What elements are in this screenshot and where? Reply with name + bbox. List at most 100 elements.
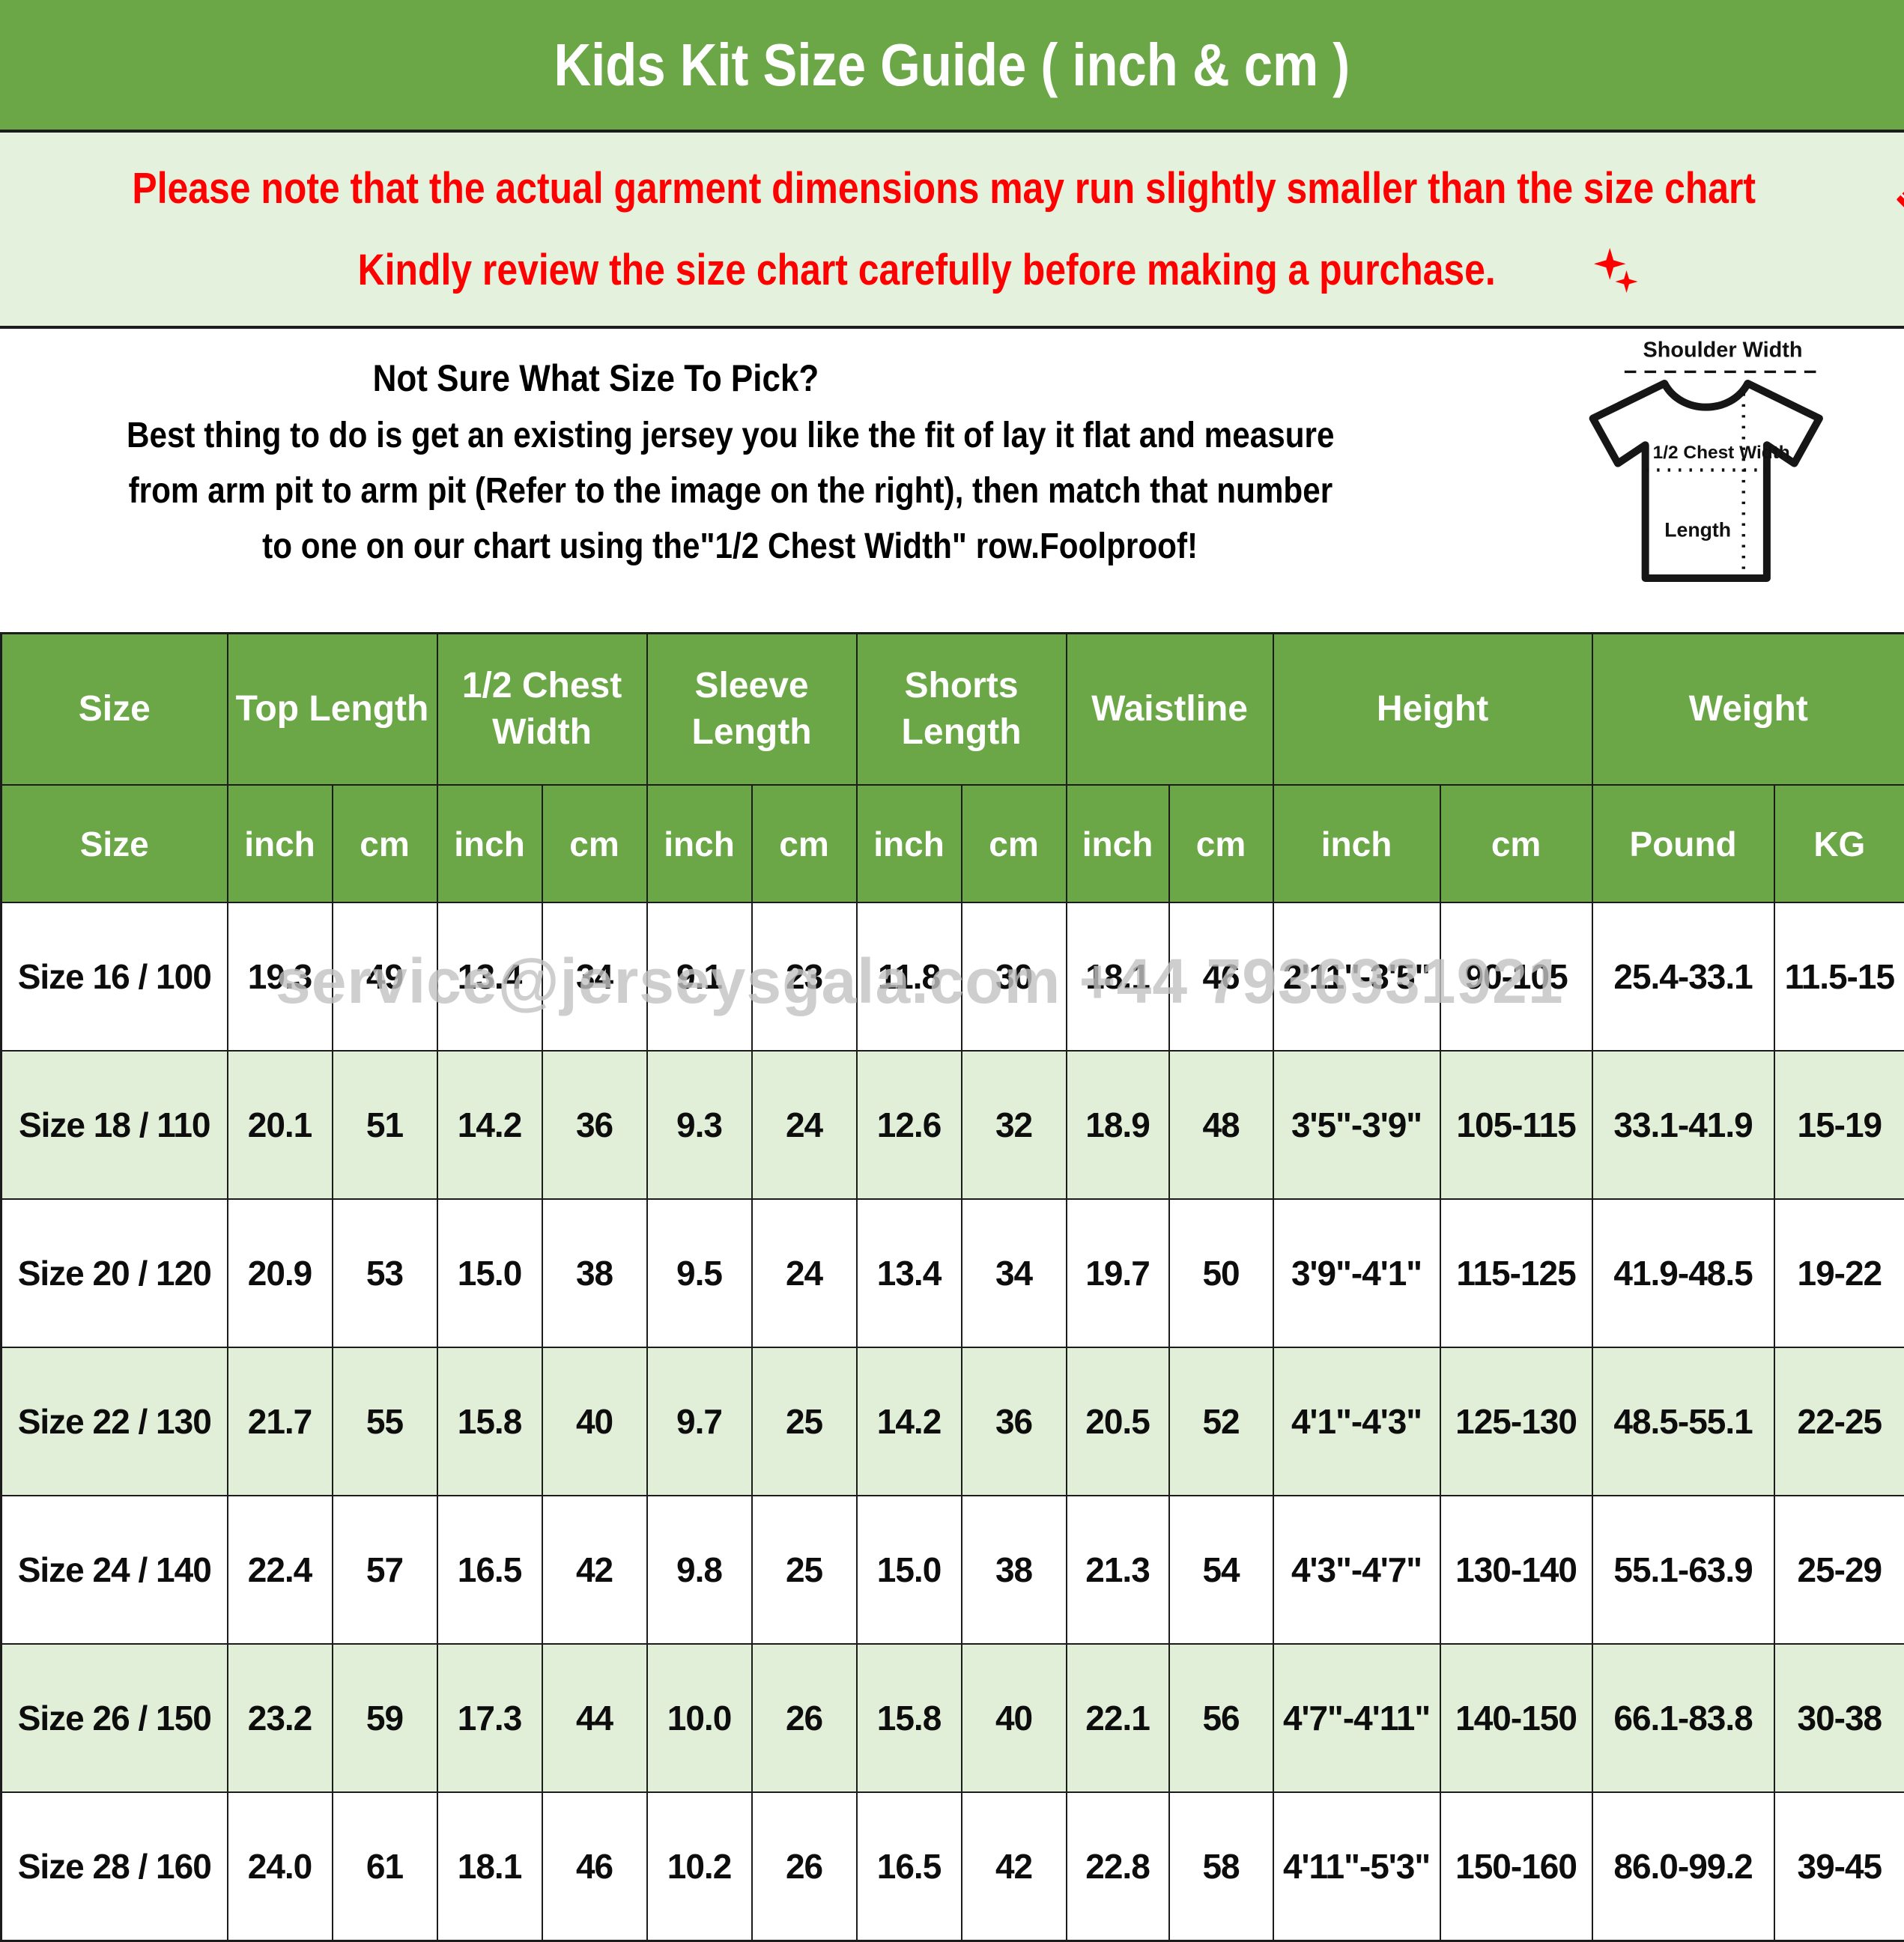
length-label: Length (1664, 518, 1731, 541)
table-cell: 19.7 (1067, 1199, 1169, 1347)
size-label-cell: Size 20 / 120 (1, 1199, 228, 1347)
header-unit-2-cm: cm (333, 785, 437, 902)
table-cell: 22.1 (1067, 1644, 1169, 1792)
table-cell: 16.5 (857, 1792, 962, 1941)
title-bar: Kids Kit Size Guide ( inch & cm ) (0, 0, 1904, 133)
table-cell: 4'11"-5'3" (1273, 1792, 1440, 1941)
shoulder-width-label: Shoulder Width (1643, 338, 1802, 362)
table-cell: 30 (962, 902, 1067, 1051)
table-cell: 11.8 (857, 902, 962, 1051)
table-cell: 34 (962, 1199, 1067, 1347)
table-cell: 41.9-48.5 (1592, 1199, 1774, 1347)
table-cell: 13.4 (437, 902, 542, 1051)
header-unit-0-size: Size (1, 785, 228, 902)
table-cell: 25.4-33.1 (1592, 902, 1774, 1051)
table-cell: 25-29 (1774, 1496, 1904, 1644)
table-cell: 46 (542, 1792, 647, 1941)
table-cell: 23.2 (228, 1644, 333, 1792)
table-cell: 42 (962, 1792, 1067, 1941)
table-cell: 66.1-83.8 (1592, 1644, 1774, 1792)
table-cell: 2'11"-3'5" (1273, 902, 1440, 1051)
header-unit-9-inch: inch (1067, 785, 1169, 902)
notice-banner: Please note that the actual garment dime… (0, 133, 1904, 329)
tshirt-measure-diagram: Shoulder Width 1/2 Chest Width Length (1573, 335, 1873, 627)
header-unit-5-inch: inch (647, 785, 752, 902)
table-cell: 44 (542, 1644, 647, 1792)
header-group-1-2-chest-width: 1/2 Chest Width (437, 634, 647, 786)
ruler-icon (1892, 166, 1904, 212)
table-cell: 125-130 (1440, 1347, 1592, 1496)
page-title: Kids Kit Size Guide ( inch & cm ) (554, 31, 1350, 100)
table-cell: 9.7 (647, 1347, 752, 1496)
table-cell: 105-115 (1440, 1051, 1592, 1199)
header-unit-3-inch: inch (437, 785, 542, 902)
size-label-cell: Size 24 / 140 (1, 1496, 228, 1644)
table-cell: 23 (752, 902, 857, 1051)
table-cell: 42 (542, 1496, 647, 1644)
table-cell: 38 (962, 1496, 1067, 1644)
table-cell: 25 (752, 1347, 857, 1496)
table-cell: 3'5"-3'9" (1273, 1051, 1440, 1199)
table-cell: 55.1-63.9 (1592, 1496, 1774, 1644)
table-cell: 86.0-99.2 (1592, 1792, 1774, 1941)
table-cell: 15.8 (437, 1347, 542, 1496)
table-cell: 115-125 (1440, 1199, 1592, 1347)
table-cell: 4'3"-4'7" (1273, 1496, 1440, 1644)
header-group-sleeve-length: Sleeve Length (647, 634, 857, 786)
header-group-height: Height (1273, 634, 1592, 786)
header-group-size: Size (1, 634, 228, 786)
header-group-top-length: Top Length (228, 634, 437, 786)
header-unit-12-cm: cm (1440, 785, 1592, 902)
table-cell: 51 (333, 1051, 437, 1199)
sizing-help-heading: Not Sure What Size To Pick? (372, 350, 819, 408)
notice-text-2: Kindly review the size chart carefully b… (357, 245, 1495, 295)
table-cell: 12.6 (857, 1051, 962, 1199)
size-label-cell: Size 22 / 130 (1, 1347, 228, 1496)
table-cell: 19-22 (1774, 1199, 1904, 1347)
table-cell: 9.8 (647, 1496, 752, 1644)
table-cell: 26 (752, 1644, 857, 1792)
table-cell: 36 (542, 1051, 647, 1199)
notice-text-1: Please note that the actual garment dime… (132, 163, 1756, 213)
table-cell: 4'7"-4'11" (1273, 1644, 1440, 1792)
table-cell: 61 (333, 1792, 437, 1941)
table-cell: 50 (1169, 1199, 1273, 1347)
chest-width-label: 1/2 Chest Width (1653, 443, 1790, 463)
table-cell: 46 (1169, 902, 1273, 1051)
table-cell: 24 (752, 1199, 857, 1347)
table-cell: 15.0 (437, 1199, 542, 1347)
header-group-waistline: Waistline (1067, 634, 1273, 786)
header-group-weight: Weight (1592, 634, 1904, 786)
table-cell: 15.8 (857, 1644, 962, 1792)
table-cell: 19.3 (228, 902, 333, 1051)
header-unit-11-inch: inch (1273, 785, 1440, 902)
tshirt-outline (1593, 383, 1819, 578)
table-cell: 22.8 (1067, 1792, 1169, 1941)
table-cell: 52 (1169, 1347, 1273, 1496)
table-cell: 49 (333, 902, 437, 1051)
notice-line-2: Kindly review the size chart carefully b… (265, 245, 1639, 295)
table-cell: 56 (1169, 1644, 1273, 1792)
table-cell: 54 (1169, 1496, 1273, 1644)
table-cell: 33.1-41.9 (1592, 1051, 1774, 1199)
sizing-help-line-1: Best thing to do is get an existing jers… (127, 408, 1335, 464)
table-cell: 39-45 (1774, 1792, 1904, 1941)
table-cell: 15-19 (1774, 1051, 1904, 1199)
table-cell: 20.1 (228, 1051, 333, 1199)
table-cell: 21.3 (1067, 1496, 1169, 1644)
table-cell: 48 (1169, 1051, 1273, 1199)
table-cell: 15.0 (857, 1496, 962, 1644)
header-unit-13-pound: Pound (1592, 785, 1774, 902)
table-cell: 53 (333, 1199, 437, 1347)
table-cell: 140-150 (1440, 1644, 1592, 1792)
table-cell: 24.0 (228, 1792, 333, 1941)
